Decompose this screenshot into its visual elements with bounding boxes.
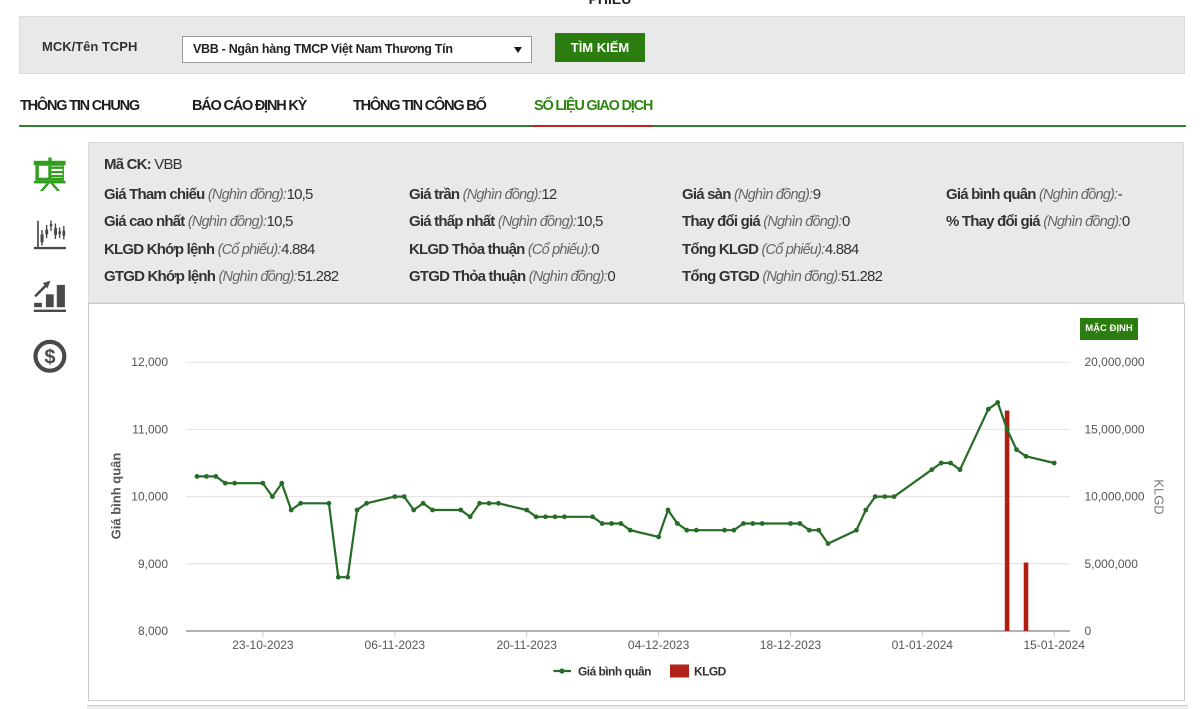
svg-text:11,000: 11,000 bbox=[132, 422, 168, 436]
svg-text:20,000,000: 20,000,000 bbox=[1085, 355, 1145, 369]
svg-text:20-11-2023: 20-11-2023 bbox=[496, 638, 557, 652]
svg-text:01-01-2024: 01-01-2024 bbox=[892, 638, 954, 652]
svg-text:23-10-2023: 23-10-2023 bbox=[232, 638, 294, 652]
svg-text:KLGD: KLGD bbox=[1152, 479, 1167, 514]
svg-text:9,000: 9,000 bbox=[138, 557, 168, 571]
svg-text:12,000: 12,000 bbox=[131, 355, 168, 369]
svg-text:$: $ bbox=[44, 347, 55, 369]
svg-text:KLGD: KLGD bbox=[694, 665, 727, 679]
svg-text:Giá bình quân: Giá bình quân bbox=[109, 453, 124, 540]
svg-text:0: 0 bbox=[1085, 624, 1092, 638]
svg-text:06-11-2023: 06-11-2023 bbox=[365, 638, 426, 652]
svg-text:8,000: 8,000 bbox=[138, 624, 168, 638]
svg-text:15-01-2024: 15-01-2024 bbox=[1024, 638, 1086, 652]
svg-text:Giá bình quân: Giá bình quân bbox=[578, 665, 651, 679]
svg-text:5,000,000: 5,000,000 bbox=[1085, 557, 1139, 571]
svg-text:15,000,000: 15,000,000 bbox=[1085, 422, 1145, 436]
svg-text:18-12-2023: 18-12-2023 bbox=[760, 638, 822, 652]
svg-text:04-12-2023: 04-12-2023 bbox=[628, 638, 690, 652]
svg-text:10,000,000: 10,000,000 bbox=[1085, 490, 1145, 504]
svg-text:10,000: 10,000 bbox=[131, 490, 168, 504]
